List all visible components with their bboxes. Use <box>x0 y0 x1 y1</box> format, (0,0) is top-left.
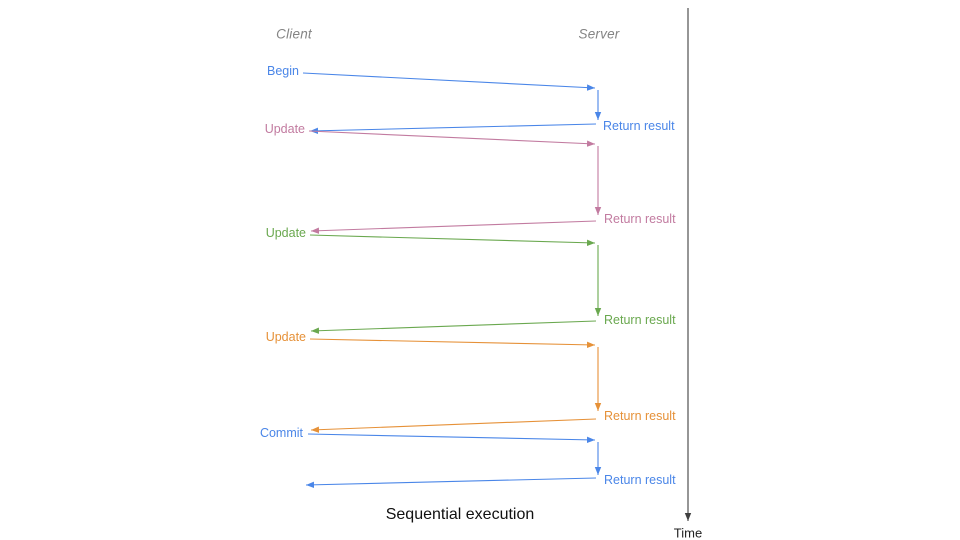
return-arrow-update-2 <box>310 320 597 334</box>
return-arrow-update-3 <box>310 418 597 433</box>
return-result-label-commit: Return result <box>604 472 676 487</box>
operation-label-update-3: Update <box>265 329 306 344</box>
server-lifeline-label: Server <box>578 26 620 42</box>
diagram-title: Sequential execution <box>385 506 535 523</box>
return-arrow-update-1 <box>310 220 597 234</box>
return-result-label-begin: Return result <box>603 118 675 133</box>
request-arrow-commit <box>307 433 596 444</box>
return-arrow-commit <box>305 477 597 489</box>
time-axis-label: Time <box>673 525 703 540</box>
request-arrow-update-3 <box>309 338 596 349</box>
return-result-label-update-2: Return result <box>604 312 676 327</box>
operation-label-update-1: Update <box>264 121 305 136</box>
request-arrow-begin <box>302 72 596 91</box>
request-arrow-update-1 <box>308 130 596 147</box>
return-arrow-begin <box>309 123 597 135</box>
operation-label-commit: Commit <box>259 425 303 440</box>
operation-label-update-2: Update <box>265 225 306 240</box>
return-result-label-update-1: Return result <box>604 211 676 226</box>
client-lifeline-label: Client <box>276 26 312 42</box>
return-result-label-update-3: Return result <box>604 408 676 423</box>
operation-label-begin: Begin <box>267 63 299 78</box>
request-arrow-update-2 <box>309 234 596 246</box>
